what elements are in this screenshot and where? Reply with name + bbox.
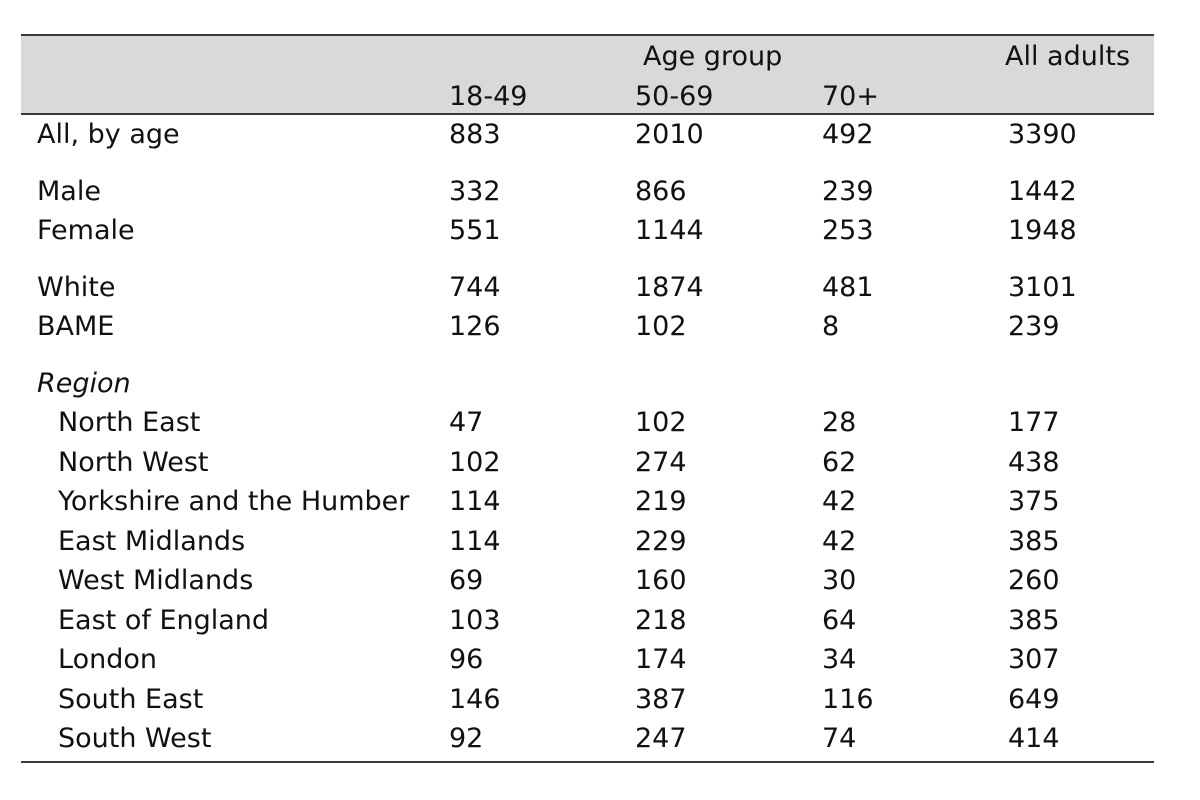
cell-70-plus: 74 [822, 723, 857, 754]
table-row: Yorkshire and the Humber 114 219 42 375 [21, 482, 1154, 522]
column-header-50-69: 50-69 [635, 81, 714, 112]
cell-all-adults: 385 [1008, 604, 1060, 636]
cell-70-plus: 42 [822, 525, 857, 557]
cell-18-49: 114 [449, 525, 501, 557]
cell-18-49: 146 [449, 683, 501, 715]
cell-70-plus: 481 [822, 271, 874, 303]
all-adults-header: All adults [1005, 41, 1131, 72]
row-label: All, by age [37, 119, 180, 150]
row-label: Female [37, 215, 135, 246]
cell-18-49: 96 [449, 644, 484, 675]
cell-70-plus: 239 [822, 175, 874, 207]
cell-50-69: 218 [635, 604, 687, 636]
table-row: Female 551 1144 253 1948 [21, 211, 1154, 251]
cell-70-plus: 116 [822, 683, 874, 715]
cell-18-49: 92 [449, 723, 484, 754]
row-label: Yorkshire and the Humber [58, 486, 410, 517]
cell-18-49: 332 [449, 175, 501, 207]
table-row: White 744 1874 481 3101 [21, 268, 1154, 308]
row-label: Male [37, 175, 101, 207]
table-row: East of England 103 218 64 385 [21, 601, 1154, 641]
cell-all-adults: 177 [1008, 407, 1060, 438]
table-row: London 96 174 34 307 [21, 640, 1154, 680]
cell-70-plus: 62 [822, 446, 857, 478]
table-row: Male 332 866 239 1442 [21, 172, 1154, 212]
row-label: East Midlands [58, 525, 246, 557]
table-row: South West 92 247 74 414 [21, 719, 1154, 759]
cell-18-49: 551 [449, 215, 501, 246]
region-section-label: Region [37, 367, 131, 399]
row-label: London [58, 644, 157, 675]
cell-all-adults: 438 [1008, 446, 1060, 478]
cell-all-adults: 375 [1008, 486, 1060, 517]
cell-all-adults: 1442 [1008, 175, 1077, 207]
cell-70-plus: 30 [822, 565, 857, 596]
cell-50-69: 1144 [635, 215, 704, 246]
row-label: West Midlands [58, 565, 254, 596]
table-body: All, by age 883 2010 492 3390 Male 332 8… [21, 115, 1154, 759]
cell-50-69: 174 [635, 644, 687, 675]
cell-50-69: 102 [635, 311, 687, 342]
table-row: South East 146 387 116 649 [21, 680, 1154, 720]
cell-18-49: 69 [449, 565, 484, 596]
cell-70-plus: 492 [822, 119, 874, 150]
row-label: South West [58, 723, 212, 754]
table-row: BAME 126 102 8 239 [21, 307, 1154, 347]
data-table: Age group All adults 18-49 50-69 70+ All… [21, 34, 1154, 763]
cell-all-adults: 649 [1008, 683, 1060, 715]
region-section-row: Region [21, 364, 1154, 404]
cell-50-69: 2010 [635, 119, 704, 150]
cell-18-49: 102 [449, 446, 501, 478]
table-row: West Midlands 69 160 30 260 [21, 561, 1154, 601]
cell-50-69: 160 [635, 565, 687, 596]
table-row: All, by age 883 2010 492 3390 [21, 115, 1154, 155]
column-header-70-plus: 70+ [822, 81, 879, 112]
bottom-rule [21, 760, 1154, 763]
row-label: North East [58, 407, 201, 438]
table-row: North East 47 102 28 177 [21, 403, 1154, 443]
cell-all-adults: 3101 [1008, 271, 1077, 303]
row-label: BAME [37, 311, 115, 342]
cell-18-49: 114 [449, 486, 501, 517]
cell-50-69: 229 [635, 525, 687, 557]
cell-18-49: 103 [449, 604, 501, 636]
cell-18-49: 883 [449, 119, 501, 150]
cell-18-49: 47 [449, 407, 484, 438]
cell-50-69: 387 [635, 683, 687, 715]
cell-all-adults: 239 [1008, 311, 1060, 342]
column-header-18-49: 18-49 [449, 81, 528, 112]
cell-70-plus: 253 [822, 215, 874, 246]
table-row: East Midlands 114 229 42 385 [21, 522, 1154, 562]
cell-all-adults: 307 [1008, 644, 1060, 675]
cell-50-69: 219 [635, 486, 687, 517]
cell-70-plus: 28 [822, 407, 857, 438]
cell-all-adults: 260 [1008, 565, 1060, 596]
cell-all-adults: 414 [1008, 723, 1060, 754]
cell-18-49: 744 [449, 271, 501, 303]
table-header: Age group All adults 18-49 50-69 70+ [21, 34, 1154, 115]
cell-70-plus: 64 [822, 604, 857, 636]
cell-50-69: 102 [635, 407, 687, 438]
table-row: North West 102 274 62 438 [21, 443, 1154, 483]
cell-50-69: 866 [635, 175, 687, 207]
cell-50-69: 1874 [635, 271, 704, 303]
cell-50-69: 247 [635, 723, 687, 754]
row-label: White [37, 271, 116, 303]
cell-70-plus: 42 [822, 486, 857, 517]
age-group-header: Age group [643, 41, 783, 72]
cell-70-plus: 8 [822, 311, 840, 342]
row-label: South East [58, 683, 204, 715]
row-label: North West [58, 446, 209, 478]
row-label: East of England [58, 604, 270, 636]
cell-all-adults: 1948 [1008, 215, 1077, 246]
cell-70-plus: 34 [822, 644, 857, 675]
cell-18-49: 126 [449, 311, 501, 342]
cell-all-adults: 3390 [1008, 119, 1077, 150]
cell-50-69: 274 [635, 446, 687, 478]
cell-all-adults: 385 [1008, 525, 1060, 557]
